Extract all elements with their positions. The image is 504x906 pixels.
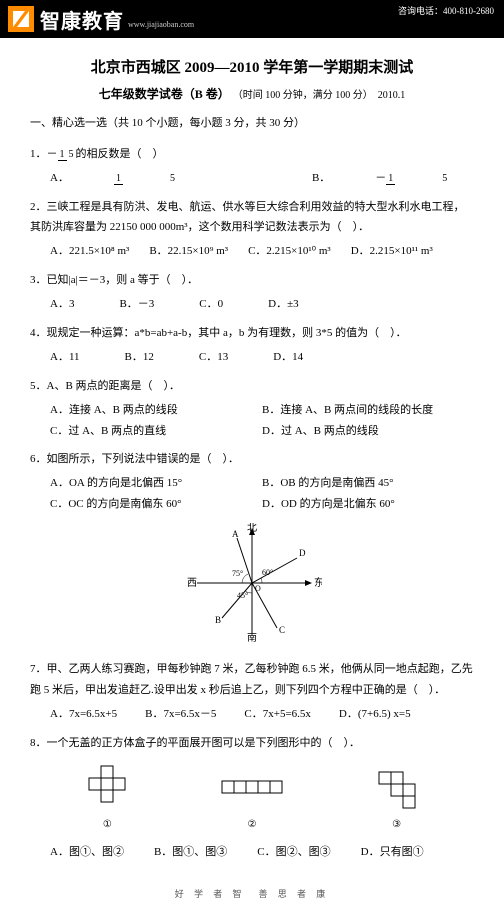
- exam-title: 北京市西城区 2009—2010 学年第一学期期末测试: [30, 56, 474, 77]
- net-1-label: ①: [103, 819, 112, 830]
- label-west: 西: [187, 578, 197, 589]
- q2-opt-b: B．22.15×10⁹ m³: [149, 241, 228, 262]
- q4-opt-c: C．13: [199, 347, 228, 368]
- q8-opt-b: B．图①、图③: [154, 842, 227, 863]
- label-a: A: [232, 529, 239, 539]
- label-south: 南: [247, 631, 257, 643]
- question-7: 7．甲、乙两人练习赛跑，甲每秒钟跑 7 米，乙每秒钟跑 6.5 米，他俩从同一地…: [30, 659, 474, 725]
- angle-45: 45°: [237, 591, 248, 600]
- q2-opt-c: C．2.215×10¹⁰ m³: [248, 241, 331, 262]
- question-4: 4．现规定一种运算：a*b=ab+a-b，其中 a，b 为有理数，则 3*5 的…: [30, 323, 474, 368]
- question-3: 3．已知|a|＝－3，则 a 等于（ ）． A．3 B．－3 C．0 D．±3: [30, 270, 474, 315]
- q5-opt-d: D．过 A、B 两点的线段: [262, 421, 474, 442]
- question-8: 8．一个无盖的正方体盒子的平面展开图可以是下列图形中的（ ）． ① ②: [30, 733, 474, 863]
- q3-opt-c: C．0: [199, 294, 223, 315]
- label-north: 北: [247, 523, 257, 534]
- brand-text: 智康教育: [40, 5, 124, 34]
- q1-opt-a: A．15: [50, 168, 267, 189]
- net-3-label: ③: [392, 819, 401, 830]
- question-5: 5．A、B 两点的距离是（ ）． A．连接 A、B 两点的线段B．连接 A、B …: [30, 376, 474, 442]
- angle-60: 60°: [262, 568, 273, 577]
- logo-icon: [8, 6, 34, 32]
- q8-opt-c: C．图②、图③: [257, 842, 330, 863]
- question-1: 1．－15的相反数是（ ） A．15 B．－15 C．5 D．－5: [30, 144, 474, 189]
- svg-text:O: O: [255, 584, 261, 593]
- q4-stem: 4．现规定一种运算：a*b=ab+a-b，其中 a，b 为有理数，则 3*5 的…: [30, 327, 407, 339]
- paper-name: 七年级数学试卷（B 卷）: [99, 87, 230, 101]
- header-bar: 智康教育 www.jiajiaoban.com 咨询电话：400-810-268…: [0, 0, 504, 38]
- phone-number: 400-810-2680: [443, 6, 494, 16]
- q4-opt-b: B．12: [125, 347, 154, 368]
- phone-prefix: 咨询电话：: [398, 6, 443, 16]
- q2-opt-d: D．2.215×10¹¹ m³: [351, 241, 433, 262]
- page-content: 北京市西城区 2009—2010 学年第一学期期末测试 七年级数学试卷（B 卷）…: [0, 38, 504, 881]
- angle-75: 75°: [232, 569, 243, 578]
- q1-opt-b: B．－15: [312, 168, 504, 189]
- q3-opt-d: D．±3: [268, 294, 298, 315]
- label-east: 东: [314, 576, 322, 589]
- q3-opt-a: A．3: [50, 294, 74, 315]
- q5-opt-b: B．连接 A、B 两点间的线段的长度: [262, 400, 474, 421]
- q5-opt-a: A．连接 A、B 两点的线段: [50, 400, 262, 421]
- net-2: ②: [217, 762, 287, 834]
- q6-opt-a: A．OA 的方向是北偏西 15°: [50, 473, 262, 494]
- q6-opt-c: C．OC 的方向是南偏东 60°: [50, 494, 262, 515]
- paper-meta: （时间 100 分钟，满分 100 分） 2010.1: [233, 90, 406, 101]
- q7-opt-b: B．7x=6.5x－5: [145, 704, 216, 725]
- q6-compass-diagram: 北 南 东 西 A B C D 75° 60° 45° O: [30, 523, 474, 651]
- q5-stem: 5．A、B 两点的距离是（ ）．: [30, 380, 180, 392]
- q8-opt-a: A．图①、图②: [50, 842, 124, 863]
- q6-opt-d: D．OD 的方向是北偏东 60°: [262, 494, 474, 515]
- phone-label: 咨询电话：400-810-2680: [398, 4, 494, 17]
- net-2-label: ②: [248, 819, 257, 830]
- net-3: ③: [372, 762, 422, 834]
- q2-stem: 2．三峡工程是具有防洪、发电、航运、供水等巨大综合利用效益的特大型水利水电工程，…: [30, 201, 465, 234]
- q3-opt-b: B．－3: [119, 294, 154, 315]
- q7-opt-d: D．(7+6.5) x=5: [339, 704, 411, 725]
- q3-stem: 3．已知|a|＝－3，则 a 等于（ ）．: [30, 274, 198, 286]
- q7-stem: 7．甲、乙两人练习赛跑，甲每秒钟跑 7 米，乙每秒钟跑 6.5 米，他俩从同一地…: [30, 663, 473, 696]
- q1-num: 1．: [30, 148, 47, 160]
- label-c: C: [279, 625, 285, 635]
- q2-opt-a: A．221.5×10⁸ m³: [50, 241, 129, 262]
- label-d: D: [299, 548, 306, 558]
- label-b: B: [215, 615, 221, 625]
- q6-opt-b: B．OB 的方向是南偏西 45°: [262, 473, 474, 494]
- q7-opt-c: C．7x+5=6.5x: [244, 704, 311, 725]
- exam-subtitle: 七年级数学试卷（B 卷） （时间 100 分钟，满分 100 分） 2010.1: [30, 85, 474, 102]
- q4-opt-a: A．11: [50, 347, 80, 368]
- brand-url: www.jiajiaoban.com: [128, 20, 194, 29]
- question-2: 2．三峡工程是具有防洪、发电、航运、供水等巨大综合利用效益的特大型水利水电工程，…: [30, 197, 474, 263]
- q7-opt-a: A．7x=6.5x+5: [50, 704, 117, 725]
- section-1-label: 一、精心选一选（共 10 个小题，每小题 3 分，共 30 分）: [30, 114, 474, 134]
- q1-stem: 的相反数是（ ）: [76, 148, 164, 160]
- question-6: 6．如图所示，下列说法中错误的是（ ）． A．OA 的方向是北偏西 15°B．O…: [30, 449, 474, 651]
- q6-stem: 6．如图所示，下列说法中错误的是（ ）．: [30, 453, 239, 465]
- q5-opt-c: C．过 A、B 两点的直线: [50, 421, 262, 442]
- page-footer: 好 学 者 智 善 思 者 康: [0, 881, 504, 906]
- q8-opt-d: D．只有图①: [361, 842, 424, 863]
- q4-opt-d: D．14: [273, 347, 303, 368]
- q8-stem: 8．一个无盖的正方体盒子的平面展开图可以是下列图形中的（ ）．: [30, 737, 360, 749]
- net-1: ①: [82, 762, 132, 834]
